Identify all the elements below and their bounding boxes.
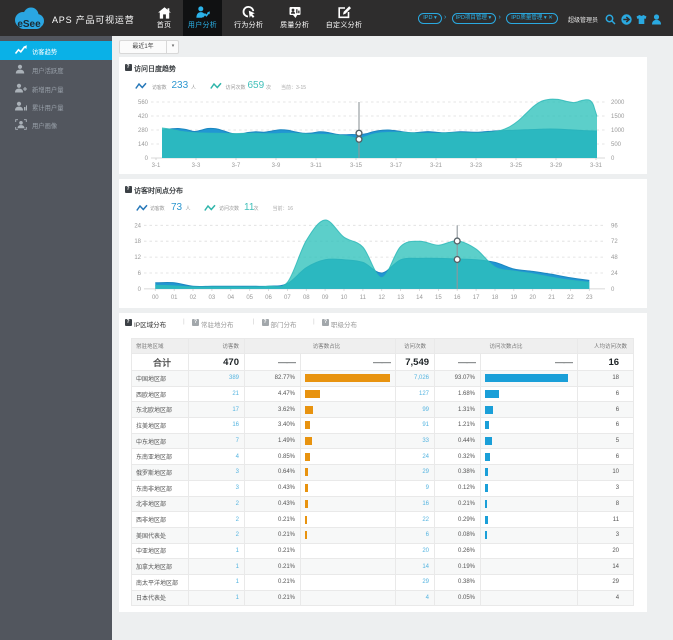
- svg-text:11: 11: [360, 295, 367, 301]
- svg-text:3-25: 3-25: [510, 163, 523, 169]
- svg-text:eSee: eSee: [17, 19, 41, 30]
- svg-text:22: 22: [567, 295, 574, 301]
- svg-text:03: 03: [209, 295, 216, 301]
- svg-text:01: 01: [171, 295, 178, 301]
- svg-text:20: 20: [529, 295, 536, 301]
- svg-text:0: 0: [611, 156, 615, 162]
- svg-text:48: 48: [611, 255, 618, 261]
- svg-text:3-31: 3-31: [590, 163, 603, 169]
- svg-text:15: 15: [435, 295, 442, 301]
- svg-text:07: 07: [284, 295, 291, 301]
- svg-text:12: 12: [378, 295, 385, 301]
- svg-text:0: 0: [138, 287, 142, 293]
- svg-text:05: 05: [246, 295, 253, 301]
- svg-text:3-15: 3-15: [350, 163, 363, 169]
- svg-text:0: 0: [145, 156, 149, 162]
- svg-text:3-23: 3-23: [470, 163, 483, 169]
- svg-text:280: 280: [138, 128, 149, 134]
- svg-text:18: 18: [492, 295, 499, 301]
- svg-text:72: 72: [611, 239, 618, 245]
- svg-text:00: 00: [152, 295, 159, 301]
- svg-text:96: 96: [611, 223, 618, 229]
- svg-text:3-9: 3-9: [272, 163, 281, 169]
- svg-text:3-3: 3-3: [192, 163, 201, 169]
- svg-text:24: 24: [611, 271, 618, 277]
- svg-text:1000: 1000: [611, 128, 625, 134]
- svg-text:14: 14: [416, 295, 423, 301]
- svg-text:6: 6: [138, 271, 142, 277]
- svg-text:3-7: 3-7: [232, 163, 241, 169]
- svg-text:24: 24: [134, 223, 141, 229]
- svg-text:3-21: 3-21: [430, 163, 443, 169]
- svg-text:420: 420: [138, 114, 149, 120]
- svg-text:500: 500: [611, 142, 622, 148]
- svg-text:3-1: 3-1: [152, 163, 161, 169]
- svg-text:23: 23: [586, 295, 593, 301]
- svg-text:10: 10: [341, 295, 348, 301]
- svg-text:3-11: 3-11: [310, 163, 322, 169]
- svg-text:3-17: 3-17: [390, 163, 403, 169]
- svg-text:560: 560: [138, 100, 149, 106]
- svg-text:02: 02: [190, 295, 197, 301]
- svg-text:21: 21: [548, 295, 555, 301]
- svg-text:1500: 1500: [611, 114, 625, 120]
- svg-text:09: 09: [322, 295, 329, 301]
- svg-text:2000: 2000: [611, 100, 625, 106]
- svg-text:140: 140: [138, 142, 149, 148]
- svg-text:3-29: 3-29: [550, 163, 563, 169]
- svg-text:13: 13: [397, 295, 404, 301]
- svg-text:04: 04: [227, 295, 234, 301]
- svg-text:0: 0: [611, 287, 615, 293]
- svg-text:08: 08: [303, 295, 310, 301]
- svg-text:18: 18: [134, 239, 141, 245]
- svg-text:17: 17: [473, 295, 480, 301]
- svg-text:16: 16: [454, 295, 461, 301]
- svg-text:12: 12: [134, 255, 141, 261]
- svg-text:06: 06: [265, 295, 272, 301]
- svg-text:19: 19: [510, 295, 517, 301]
